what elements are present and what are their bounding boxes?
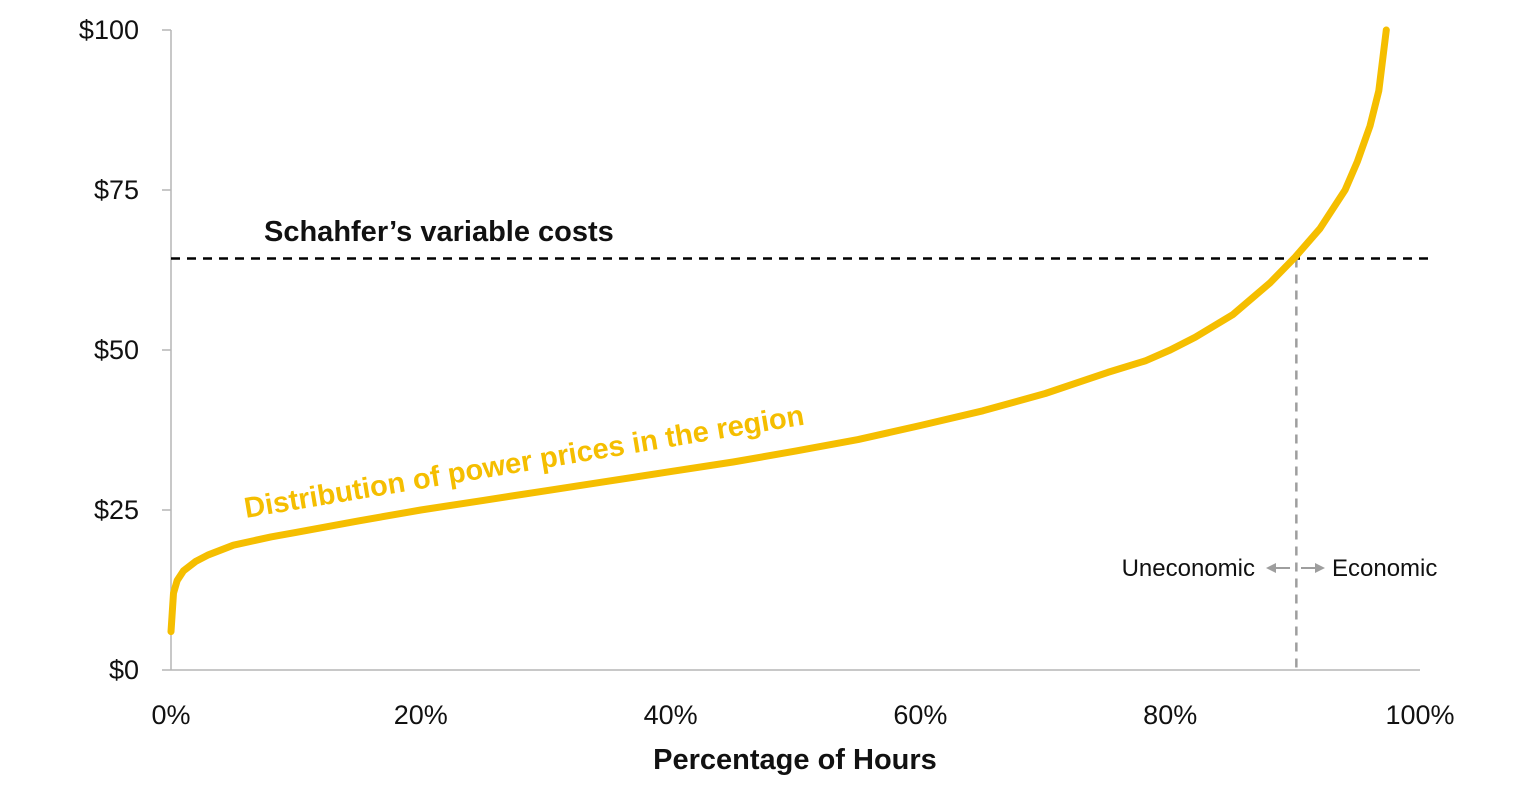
y-tick-label: $100 bbox=[79, 15, 139, 45]
variable-cost-label: Schahfer’s variable costs bbox=[264, 216, 614, 248]
y-tick-label: $0 bbox=[109, 655, 139, 685]
x-tick-label: 0% bbox=[151, 700, 190, 730]
y-tick-label: $75 bbox=[94, 175, 139, 205]
x-ticks: 0% 20% 40% 60% 80% 100% bbox=[151, 700, 1454, 730]
y-tick-label: $50 bbox=[94, 335, 139, 365]
x-tick-label: 20% bbox=[394, 700, 448, 730]
y-ticks: $0 $25 $50 $75 $100 bbox=[79, 15, 171, 685]
y-tick-label: $25 bbox=[94, 495, 139, 525]
economic-zone-annotation: Uneconomic Economic bbox=[1122, 555, 1438, 582]
price-distribution-line bbox=[167, 26, 1390, 636]
x-tick-label: 40% bbox=[644, 700, 698, 730]
x-tick-label: 100% bbox=[1385, 700, 1454, 730]
uneconomic-label: Uneconomic bbox=[1122, 555, 1255, 582]
x-tick-label: 80% bbox=[1143, 700, 1197, 730]
arrow-left-head-icon bbox=[1266, 563, 1276, 573]
x-axis-title: Percentage of Hours bbox=[653, 744, 937, 776]
economic-label: Economic bbox=[1332, 555, 1437, 582]
x-tick-label: 60% bbox=[893, 700, 947, 730]
arrow-right-head-icon bbox=[1315, 563, 1325, 573]
